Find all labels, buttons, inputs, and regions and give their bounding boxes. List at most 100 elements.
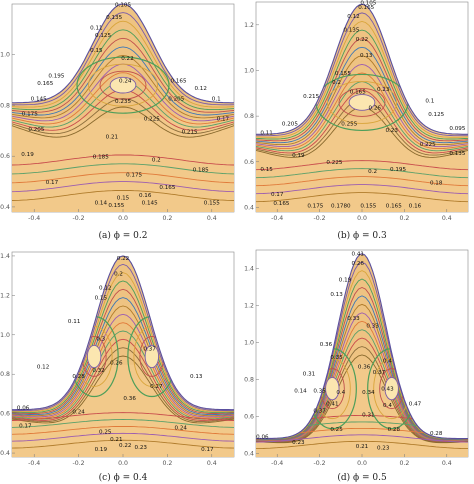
contour-label: 0.36 <box>123 396 136 402</box>
y-tick-label: 1.0 <box>244 67 254 74</box>
x-tick-label: 0.2 <box>162 460 172 467</box>
streamline <box>12 347 234 423</box>
contour-label: 0.23 <box>377 87 390 93</box>
streamline <box>12 355 234 424</box>
contour-label: 0.125 <box>428 112 444 118</box>
contour-label: 0.155 <box>108 203 124 209</box>
streamline <box>12 432 234 442</box>
streamline <box>12 272 234 412</box>
x-tick-label: -0.2 <box>73 460 85 467</box>
y-tick-label: 1.0 <box>0 52 10 59</box>
streamline <box>256 287 468 441</box>
contour-label: 0.255 <box>341 121 357 127</box>
contour-label: 0.12 <box>194 86 206 92</box>
contour-label: 0.24 <box>119 79 132 85</box>
contour-label: 0.27 <box>150 384 163 390</box>
contour-label: 0.19 <box>292 153 305 159</box>
contour-label: 0.13 <box>360 53 373 59</box>
contour-label: 0.24 <box>72 410 85 416</box>
streamline <box>12 181 234 193</box>
streamline <box>256 270 468 440</box>
contour-label: 0.19 <box>339 277 352 283</box>
contour-label: 0.125 <box>95 33 111 39</box>
y-tick-label: 1.0 <box>0 332 10 339</box>
wall-boundary <box>256 3 468 135</box>
contour-label: 0.13 <box>330 292 343 298</box>
streamline <box>256 63 468 148</box>
contour-label: 0.15 <box>117 195 130 201</box>
streamline <box>256 434 468 443</box>
contour-label: 0.41 <box>326 401 339 407</box>
contour-label: 0.41 <box>352 252 365 258</box>
contour-label: 0.25 <box>99 429 112 435</box>
x-tick-label: 0.0 <box>118 460 128 467</box>
wall-boundary <box>256 253 468 440</box>
panel-b: -0.4 -0.2 0.0 0.2 0.40.40.60.81.01.20.1050.1… <box>244 0 469 241</box>
contour-label: 0.1780 <box>331 203 351 209</box>
y-tick-label: 0.8 <box>244 376 254 383</box>
wall-boundary <box>12 3 234 104</box>
contour-label: 0.23 <box>135 445 148 451</box>
streamline <box>256 346 468 443</box>
contour-label: 0.14 <box>294 388 307 394</box>
streamline <box>12 305 234 417</box>
contour-label: 0.095 <box>449 126 465 132</box>
contour-label: 0.19 <box>21 152 34 158</box>
streamline <box>12 330 234 420</box>
eddy <box>76 56 170 114</box>
streamline <box>12 37 234 113</box>
streamline <box>256 312 468 442</box>
streamline <box>12 12 234 106</box>
panel-d: -0.4 -0.2 0.0 0.2 0.40.40.60.81.01.21.40.410… <box>244 249 469 483</box>
contour-label: 0.17 <box>271 192 284 198</box>
x-tick-label: 0.4 <box>207 460 217 467</box>
contour-label: 0.225 <box>144 117 160 123</box>
streamline <box>256 72 468 150</box>
contour-label: 0.33 <box>366 324 379 330</box>
contour-label: 0.16 <box>139 193 152 199</box>
contour-label: 0.195 <box>390 167 406 173</box>
contour-label: 0.23 <box>385 128 398 134</box>
contour-label: 0.4 <box>383 403 392 409</box>
streamline <box>256 38 468 142</box>
streamline <box>256 176 468 187</box>
contour-label: 0.165 <box>159 185 175 191</box>
contour-label: 0.175 <box>307 203 323 209</box>
contour-label: 0.22 <box>121 56 133 62</box>
contour-label: 0.2 <box>332 80 341 86</box>
contour-label: 0.215 <box>182 129 198 135</box>
streamline <box>12 425 234 435</box>
contour-label: 0.165 <box>350 89 366 95</box>
streamline <box>12 29 234 111</box>
streamline <box>12 172 234 184</box>
wall-boundary <box>12 255 234 411</box>
contour-label: 0.205 <box>282 121 298 127</box>
y-tick-label: 1.4 <box>0 253 10 260</box>
contour-label: 0.37 <box>143 347 156 353</box>
contour-label: 0.21 <box>106 134 119 140</box>
contour-label: 0.175 <box>22 112 38 118</box>
contour-label: 0.33 <box>347 316 360 322</box>
streamline <box>256 12 468 137</box>
panel-a: -0.4 -0.2 0.0 0.2 0.40.40.60.81.00.1050.1350… <box>0 3 235 241</box>
streamline <box>12 297 234 416</box>
x-tick-label: -0.4 <box>271 215 283 222</box>
streamline <box>256 337 468 443</box>
contour-label: 0.195 <box>48 74 64 80</box>
x-tick-label: 0.0 <box>357 460 367 467</box>
streamline <box>12 419 234 428</box>
contour-label: 0.17 <box>19 423 32 429</box>
contour-label: 0.175 <box>126 172 142 178</box>
streamline <box>12 412 234 421</box>
streamline <box>256 440 468 450</box>
contour-label: 0.225 <box>420 142 436 148</box>
contour-label: 0.17 <box>46 180 59 186</box>
contour-label: 0.165 <box>170 79 186 85</box>
streamline <box>12 154 234 166</box>
contour-label: 0.12 <box>37 364 49 370</box>
contour-label: 0.165 <box>37 81 53 87</box>
contour-label: 0.215 <box>303 94 319 100</box>
streamline <box>256 278 468 440</box>
streamline <box>256 21 468 138</box>
contour-label: 0.11 <box>260 130 273 136</box>
